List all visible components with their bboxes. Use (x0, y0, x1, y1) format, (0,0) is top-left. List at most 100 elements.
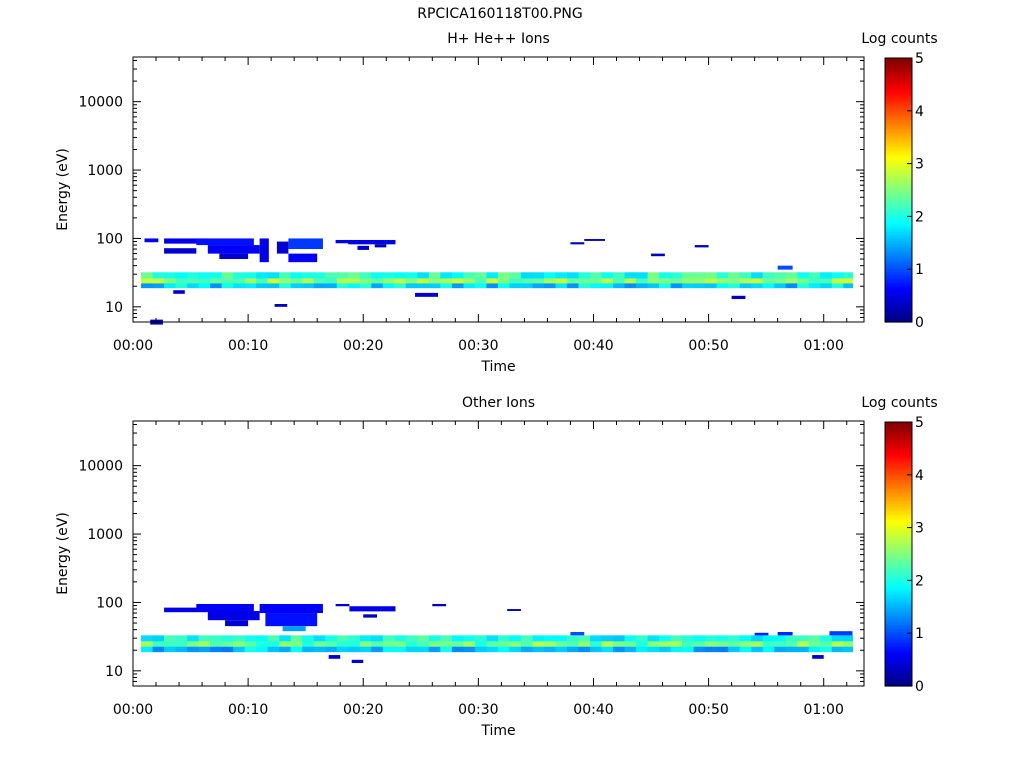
panel1-heatmap-cell (774, 272, 787, 279)
panel1-colorbar-tick-label: 0 (915, 315, 924, 331)
panel1-colorbar-segment (885, 293, 912, 297)
panel1-heatmap-cell (520, 278, 534, 284)
panel1-heatmap-cell (831, 278, 844, 284)
panel2-heatmap-cell (670, 635, 683, 642)
panel1-colorbar-segment (885, 168, 912, 171)
panel1-colorbar-segment (885, 236, 912, 239)
panel2-heatmap-cell (831, 641, 844, 648)
panel2-colorbar-segment (885, 668, 912, 672)
panel2-heatmap-cell (394, 646, 407, 653)
panel2-x-tick-label: 01:00 (804, 702, 844, 718)
panel2-colorbar-segment (885, 591, 912, 595)
panel2-colorbar-segment (885, 598, 912, 601)
panel1-heatmap-cell (566, 272, 580, 279)
panel2-heatmap-cell (363, 614, 378, 618)
panel2-colorbar-segment (885, 675, 912, 678)
panel2-colorbar-segment (885, 452, 912, 456)
panel2-heatmap-cell (762, 646, 775, 653)
panel2-heatmap-cell (428, 646, 441, 653)
panel2-heatmap-cell (601, 641, 614, 648)
panel2-heatmap-cell (348, 646, 361, 653)
panel2-heatmap-cell (440, 646, 453, 653)
panel2-heatmap-cell (808, 646, 821, 653)
panel1-colorbar-segment (885, 137, 912, 140)
panel2-colorbar-segment (885, 617, 912, 621)
panel2-colorbar-segment (885, 635, 912, 639)
panel1-heatmap-cell (694, 245, 709, 248)
panel1-heatmap-cell (785, 272, 798, 279)
panel1-heatmap-cell (739, 272, 752, 279)
panel1-heatmap-cell (532, 283, 545, 289)
panel1-colorbar-segment (885, 317, 912, 321)
panel2-colorbar-segment (885, 600, 912, 603)
panel2-colorbar-segment (885, 501, 912, 504)
panel2-heatmap-cell (405, 646, 418, 653)
panel2-heatmap-cell (520, 646, 534, 653)
panel1-heatmap-cell (267, 272, 280, 279)
panel2-colorbar-segment (885, 485, 912, 489)
panel2-heatmap-cell (693, 646, 706, 653)
panel1-heatmap-cell (325, 272, 338, 279)
panel2-colorbar-segment (885, 628, 912, 632)
panel2-colorbar-segment (885, 457, 912, 460)
panel2-heatmap-cell (221, 646, 234, 653)
panel2-heatmap-cell (777, 631, 793, 636)
panel2-x-axis-label: Time (480, 723, 515, 739)
panel2-heatmap-cell (394, 635, 407, 642)
panel2-heatmap-cell (417, 646, 430, 653)
panel2-colorbar-segment (885, 547, 912, 551)
panel2-colorbar-segment (885, 503, 912, 507)
panel1-heatmap-cell (682, 272, 695, 279)
panel2-heatmap-cell (520, 635, 534, 642)
panel1-heatmap-cell (716, 272, 729, 279)
panel2-colorbar-segment (885, 494, 912, 498)
panel2-heatmap-cell (279, 635, 292, 642)
panel1-heatmap-cell (797, 278, 810, 284)
panel1-heatmap-cell (578, 283, 591, 289)
panel1-heatmap-cell (590, 272, 603, 279)
panel1-colorbar-segment (885, 110, 912, 114)
panel2-heatmap-cell (590, 646, 603, 653)
panel2-colorbar-segment (885, 527, 912, 531)
panel1-heatmap-cell (739, 278, 752, 284)
panel2-colorbar-segment (885, 589, 912, 592)
panel2-heatmap-cell (728, 635, 741, 642)
panel2-colorbar-segment (885, 448, 912, 452)
panel2-heatmap-cell (233, 641, 246, 648)
panel1-heatmap-cell (187, 278, 200, 284)
panel1-heatmap-cell (359, 278, 372, 284)
panel1-heatmap-cell (705, 278, 718, 284)
panel2-heatmap-cell (785, 641, 798, 648)
panel2-heatmap-cell (693, 641, 706, 648)
panel1-colorbar-segment (885, 71, 912, 74)
panel1-heatmap-cell (731, 295, 746, 300)
panel1-heatmap-cell (474, 278, 488, 284)
panel2-heatmap-cell (302, 646, 315, 653)
panel1-heatmap-cell (520, 272, 534, 279)
panel1-heatmap-cell (290, 272, 303, 279)
panel2-heatmap-cell (417, 641, 430, 648)
panel1-heatmap-cell (601, 283, 614, 289)
panel1-heatmap-cell (374, 244, 387, 248)
panel2-heatmap-cell (613, 646, 626, 653)
panel1-heatmap-cell (313, 272, 326, 279)
panel2-colorbar-title: Log counts (861, 395, 937, 411)
panel1-heatmap-cell (244, 283, 257, 289)
panel1-colorbar-segment (885, 225, 912, 228)
panel2-heatmap-cell (463, 646, 476, 653)
panel1-heatmap-cell (831, 283, 844, 289)
panel1-colorbar-segment (885, 216, 912, 220)
panel2-colorbar-tick-label: 0 (915, 679, 924, 695)
panel2-colorbar-tick-label: 3 (915, 521, 924, 537)
panel1-heatmap-cell (613, 283, 626, 289)
panel2-colorbar-segment (885, 653, 912, 656)
panel2-colorbar-segment (885, 474, 912, 478)
panel1-heatmap-cell (705, 272, 718, 279)
panel1-colorbar-segment (885, 88, 912, 92)
panel2-heatmap-cell (428, 641, 441, 648)
panel1-heatmap-cell (670, 283, 683, 289)
panel1-colorbar-segment (885, 104, 912, 107)
panel2-heatmap-cell (290, 641, 303, 648)
panel2-x-tick-label: 00:40 (573, 702, 613, 718)
panel1-heatmap-cell (497, 283, 511, 289)
